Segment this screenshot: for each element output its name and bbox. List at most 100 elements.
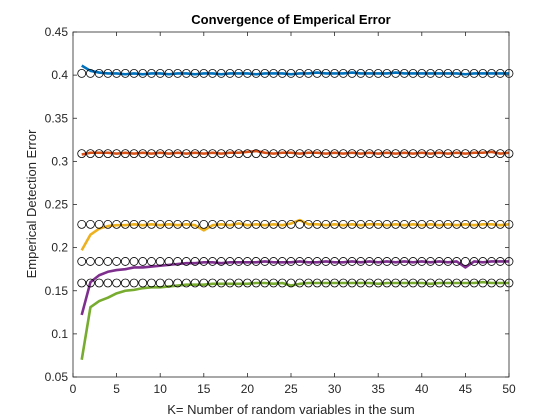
series-marker-3 bbox=[129, 219, 139, 229]
series-marker-2 bbox=[338, 149, 348, 159]
series-marker-5 bbox=[199, 278, 209, 288]
series-marker-4 bbox=[382, 257, 392, 266]
series-marker-3 bbox=[399, 219, 409, 229]
series-marker-2 bbox=[208, 149, 217, 159]
series-marker-4 bbox=[452, 257, 462, 266]
series-marker-5 bbox=[312, 278, 322, 288]
series-marker-1 bbox=[347, 69, 357, 78]
series-marker-2 bbox=[382, 149, 392, 159]
series-marker-4 bbox=[173, 257, 183, 266]
series-marker-4 bbox=[225, 257, 235, 266]
series-marker-4 bbox=[347, 257, 357, 266]
series-marker-2 bbox=[399, 149, 409, 159]
series-marker-4 bbox=[426, 257, 435, 266]
series-marker-4 bbox=[269, 257, 278, 266]
series-marker-1 bbox=[129, 69, 139, 78]
series-marker-1 bbox=[399, 69, 409, 78]
series-marker-2 bbox=[147, 149, 156, 159]
series-marker-2 bbox=[347, 149, 357, 159]
series-marker-3 bbox=[295, 219, 305, 229]
series-marker-2 bbox=[391, 149, 401, 159]
series-marker-2 bbox=[312, 149, 322, 159]
series-marker-1 bbox=[408, 69, 418, 78]
series-marker-5 bbox=[181, 278, 191, 288]
x-tick-label: 45 bbox=[459, 382, 473, 396]
series-marker-3 bbox=[373, 219, 383, 229]
series-marker-5 bbox=[365, 278, 374, 288]
series-marker-4 bbox=[199, 257, 209, 266]
series-marker-4 bbox=[277, 257, 287, 266]
y-tick-label: 0.2 bbox=[51, 241, 68, 255]
x-tick-label: 30 bbox=[328, 382, 342, 396]
series-marker-1 bbox=[495, 69, 505, 78]
series-marker-5 bbox=[295, 278, 305, 288]
series-marker-5 bbox=[399, 278, 409, 288]
x-tick-label: 0 bbox=[70, 382, 77, 396]
series-marker-2 bbox=[495, 149, 505, 159]
series-marker-5 bbox=[443, 278, 453, 288]
series-marker-2 bbox=[434, 149, 444, 159]
series-marker-4 bbox=[138, 257, 148, 266]
series-marker-3 bbox=[347, 219, 357, 229]
series-marker-2 bbox=[173, 149, 183, 159]
series-marker-3 bbox=[382, 219, 392, 229]
series-marker-1 bbox=[225, 69, 235, 78]
series-marker-1 bbox=[77, 69, 87, 78]
series-marker-5 bbox=[417, 278, 427, 288]
series-marker-5 bbox=[286, 278, 296, 288]
series-marker-3 bbox=[408, 219, 418, 229]
series-marker-3 bbox=[234, 219, 244, 229]
series-marker-3 bbox=[452, 219, 462, 229]
series-marker-4 bbox=[321, 257, 331, 266]
series-marker-2 bbox=[373, 149, 383, 159]
series-marker-2 bbox=[129, 149, 139, 159]
series-marker-1 bbox=[94, 69, 104, 78]
series-marker-1 bbox=[164, 69, 174, 78]
series-marker-1 bbox=[469, 69, 479, 78]
series-marker-5 bbox=[260, 278, 270, 288]
series-marker-1 bbox=[460, 69, 470, 78]
series-marker-1 bbox=[147, 69, 156, 78]
series-marker-3 bbox=[199, 219, 209, 229]
series-marker-3 bbox=[469, 219, 479, 229]
series-marker-1 bbox=[173, 69, 183, 78]
series-marker-2 bbox=[199, 149, 209, 159]
series-marker-4 bbox=[469, 257, 479, 266]
series-marker-1 bbox=[426, 69, 435, 78]
series-marker-5 bbox=[460, 278, 470, 288]
series-marker-4 bbox=[356, 257, 366, 266]
series-marker-2 bbox=[460, 149, 470, 159]
series-marker-3 bbox=[312, 219, 322, 229]
tick-layer: 0 5 10 15 20 25 30 35 40 45 50 0.05 0.1 0.15 0.2 0.25 0.… bbox=[45, 25, 516, 396]
series-marker-1 bbox=[487, 69, 496, 78]
series-marker-3 bbox=[181, 219, 191, 229]
series-marker-4 bbox=[129, 257, 139, 266]
series-marker-4 bbox=[478, 257, 488, 266]
series-marker-4 bbox=[460, 257, 470, 266]
series-marker-4 bbox=[103, 257, 113, 266]
series-marker-4 bbox=[304, 257, 313, 266]
series-marker-3 bbox=[321, 219, 331, 229]
series-marker-3 bbox=[391, 219, 401, 229]
series-marker-4 bbox=[242, 257, 252, 266]
series-marker-3 bbox=[103, 219, 113, 229]
series-marker-2 bbox=[164, 149, 174, 159]
series-marker-5 bbox=[277, 278, 287, 288]
series-line-3 bbox=[80, 218, 510, 251]
series-marker-1 bbox=[338, 69, 348, 78]
series-marker-5 bbox=[426, 278, 435, 288]
series-marker-5 bbox=[338, 278, 348, 288]
series-marker-5 bbox=[77, 278, 87, 288]
series-marker-5 bbox=[164, 278, 174, 288]
series-marker-2 bbox=[216, 149, 226, 159]
x-tick-label: 10 bbox=[154, 382, 168, 396]
series-marker-2 bbox=[155, 149, 165, 159]
series-marker-4 bbox=[190, 257, 200, 266]
series-marker-3 bbox=[269, 219, 278, 229]
series-marker-4 bbox=[443, 257, 453, 266]
series-marker-1 bbox=[417, 69, 427, 78]
series-marker-3 bbox=[338, 219, 348, 229]
series-marker-4 bbox=[77, 257, 87, 266]
series-marker-2 bbox=[277, 149, 287, 159]
series-marker-3 bbox=[478, 219, 488, 229]
